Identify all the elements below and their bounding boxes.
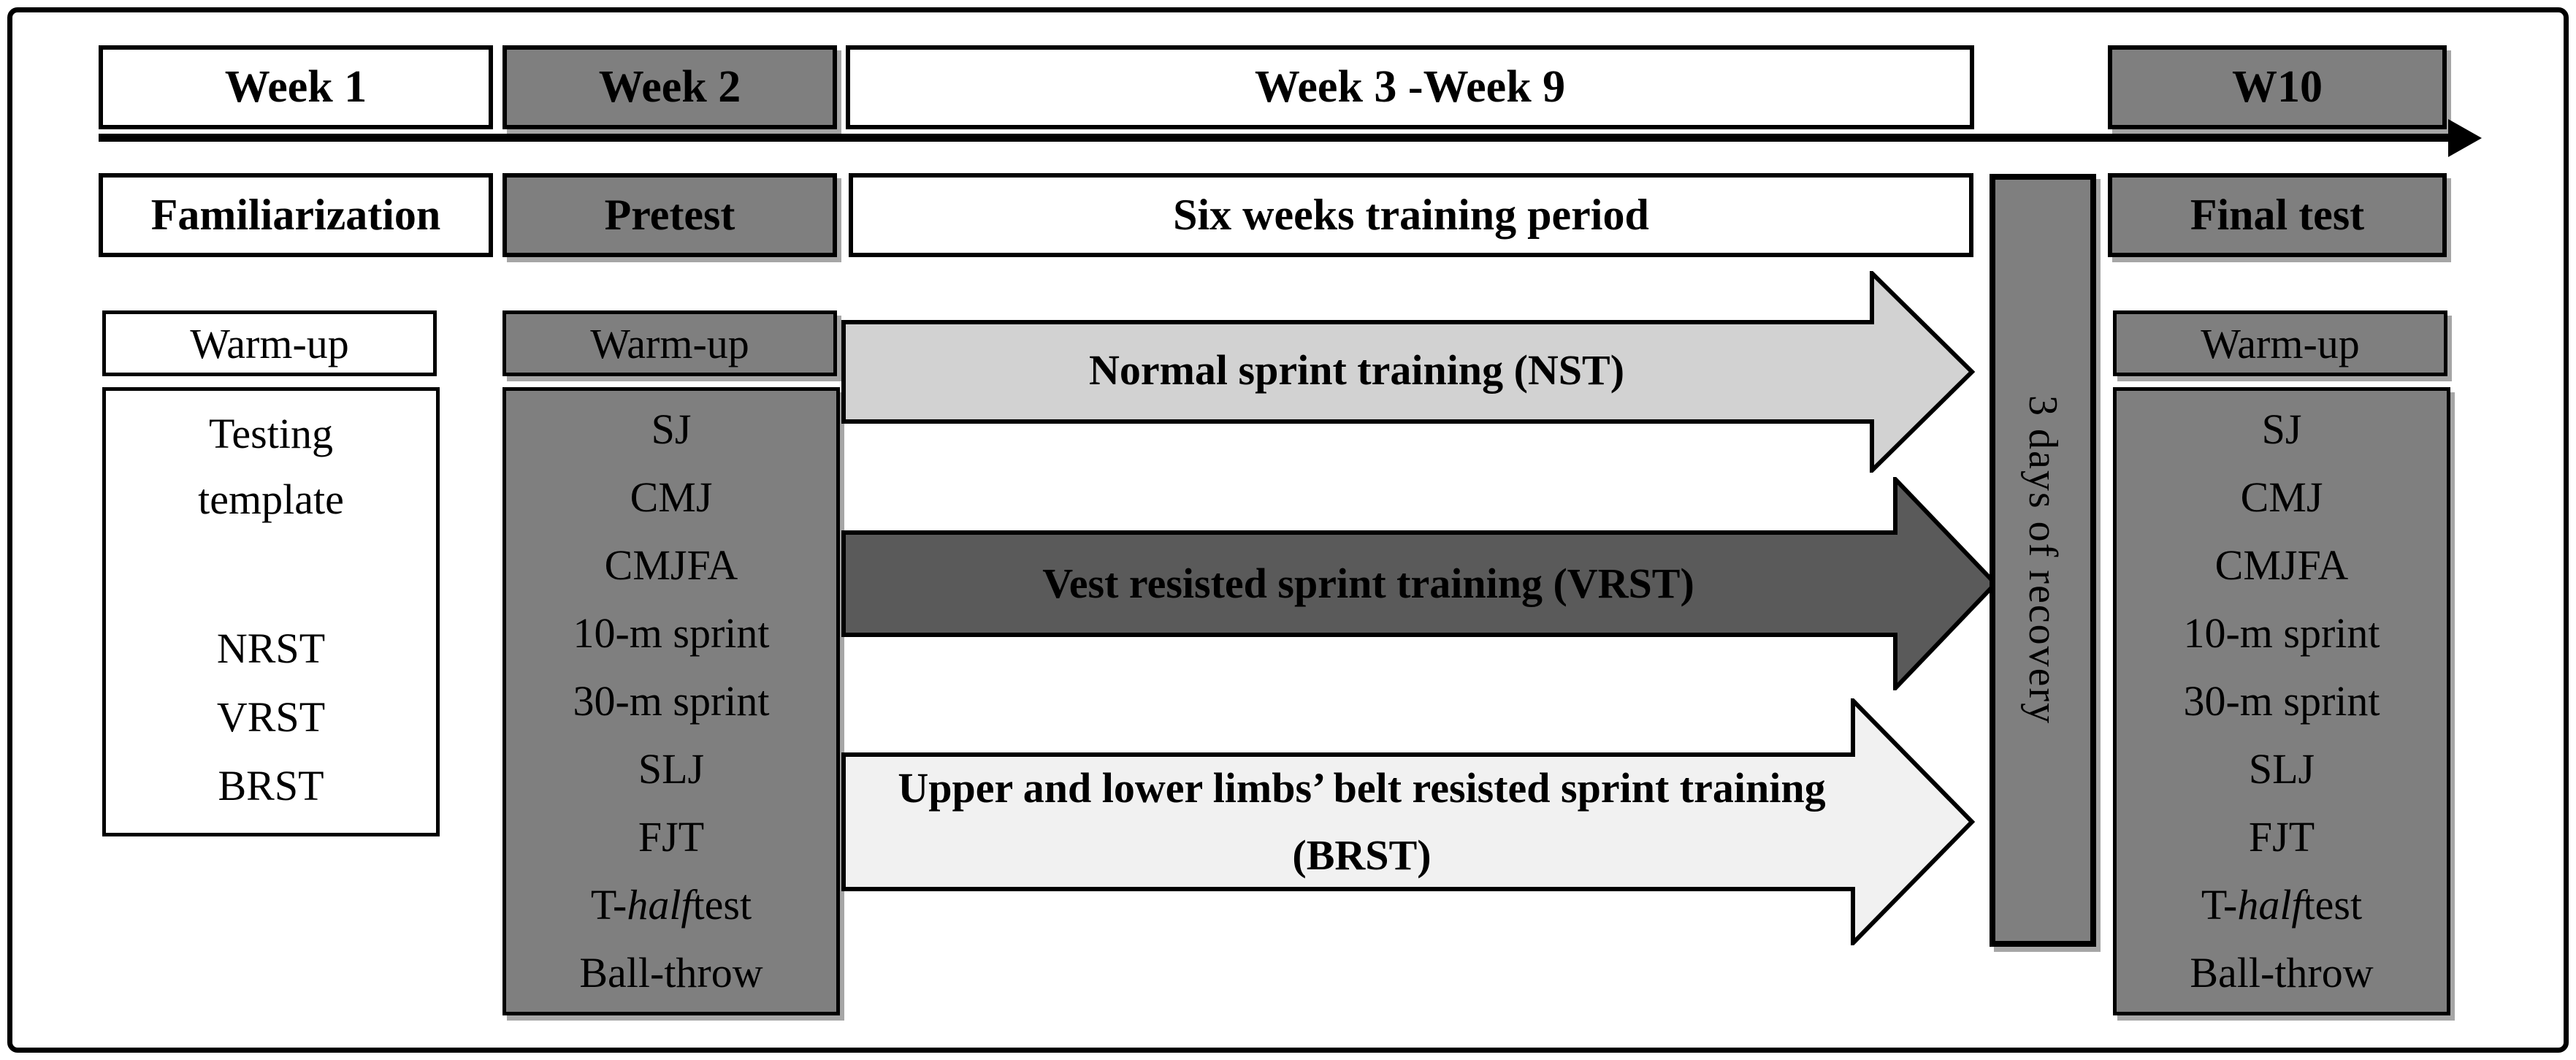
t-half-italic: half <box>627 881 693 929</box>
test-item: CMJFA <box>2214 541 2349 589</box>
final-warmup-box: Warm-up <box>2113 310 2447 376</box>
testing-template-label: Testing template <box>198 410 344 523</box>
test-item: SJ <box>651 405 692 453</box>
week1-test-list: NRST VRST BRST <box>217 614 325 833</box>
familiarization-box: Familiarization <box>99 173 493 257</box>
w10-header-label: W10 <box>2232 62 2323 112</box>
test-item: SLJ <box>2248 745 2315 793</box>
t-half-italic: half <box>2237 881 2304 929</box>
test-item: FJT <box>638 813 705 861</box>
brst-arrow-label: Upper and lower limbs’ belt resisted spr… <box>898 764 1826 879</box>
nst-arrow-label: Normal sprint training (NST) <box>1088 346 1625 394</box>
week3-9-header-label: Week 3 -Week 9 <box>1254 62 1566 112</box>
nst-arrow <box>841 271 1976 473</box>
timeline-arrow-line <box>99 134 2454 142</box>
test-item: Ball-throw <box>2190 949 2374 997</box>
week2-header: Week 2 <box>502 45 837 129</box>
recovery-bar-label: 3 days of recovery <box>2020 395 2065 725</box>
vrst-arrow-shape <box>841 477 1999 690</box>
brst-arrow <box>841 698 1976 945</box>
vrst-arrow-label: Vest resisted sprint training (VRST) <box>1042 560 1694 607</box>
test-item: SJ <box>2261 405 2302 453</box>
t-half-prefix: T- <box>2201 881 2238 929</box>
test-item: CMJ <box>630 473 713 521</box>
list-item: NRST <box>216 624 326 672</box>
week3-9-header: Week 3 -Week 9 <box>846 45 1974 129</box>
week2-header-label: Week 2 <box>598 62 741 112</box>
t-half-suffix: test <box>2303 881 2363 929</box>
final-warmup-label: Warm-up <box>2201 319 2360 367</box>
test-item: 30-m sprint <box>573 676 770 725</box>
training-period-label: Six weeks training period <box>1173 191 1649 239</box>
pretest-box: Pretest <box>502 173 837 257</box>
week1-testing-box: Testing template NRST VRST BRST <box>102 387 440 836</box>
test-item: FJT <box>2248 813 2315 861</box>
w10-header: W10 <box>2108 45 2447 129</box>
week1-header: Week 1 <box>99 45 493 129</box>
pretest-warmup-box: Warm-up <box>502 310 837 376</box>
list-item: VRST <box>216 693 326 741</box>
test-item: 10-m sprint <box>573 609 770 657</box>
week1-warmup-box: Warm-up <box>102 310 437 376</box>
pretest-label: Pretest <box>604 191 735 239</box>
test-item-t-half: T-half test <box>2201 872 2362 939</box>
figure-border <box>7 7 2569 1053</box>
pretest-tests-box: SJ CMJ CMJFA 10-m sprint 30-m sprint SLJ… <box>502 387 840 1015</box>
recovery-bar: 3 days of recovery <box>1990 174 2096 947</box>
final-test-label: Final test <box>2190 191 2365 239</box>
test-item-t-half: T-half test <box>591 872 752 939</box>
final-test-box: Final test <box>2108 173 2447 257</box>
t-half-prefix: T- <box>590 881 627 929</box>
test-item: CMJ <box>2240 473 2323 521</box>
test-item: SLJ <box>638 745 705 793</box>
week1-warmup-label: Warm-up <box>190 319 349 367</box>
week1-header-label: Week 1 <box>224 62 367 112</box>
test-item: CMJFA <box>604 541 738 589</box>
pretest-warmup-label: Warm-up <box>590 319 749 367</box>
test-item: 30-m sprint <box>2183 676 2380 725</box>
familiarization-label: Familiarization <box>150 191 441 239</box>
t-half-suffix: test <box>692 881 752 929</box>
timeline-arrowhead-icon <box>2448 119 2482 157</box>
final-tests-box: SJ CMJ CMJFA 10-m sprint 30-m sprint SLJ… <box>2113 387 2450 1015</box>
nst-arrow-shape <box>841 271 1976 473</box>
test-item: Ball-throw <box>579 949 763 997</box>
test-item: 10-m sprint <box>2183 609 2380 657</box>
brst-arrow-shape <box>841 698 1976 945</box>
list-item: BRST <box>218 761 324 809</box>
vrst-arrow <box>841 477 1999 690</box>
training-period-box: Six weeks training period <box>849 173 1973 257</box>
